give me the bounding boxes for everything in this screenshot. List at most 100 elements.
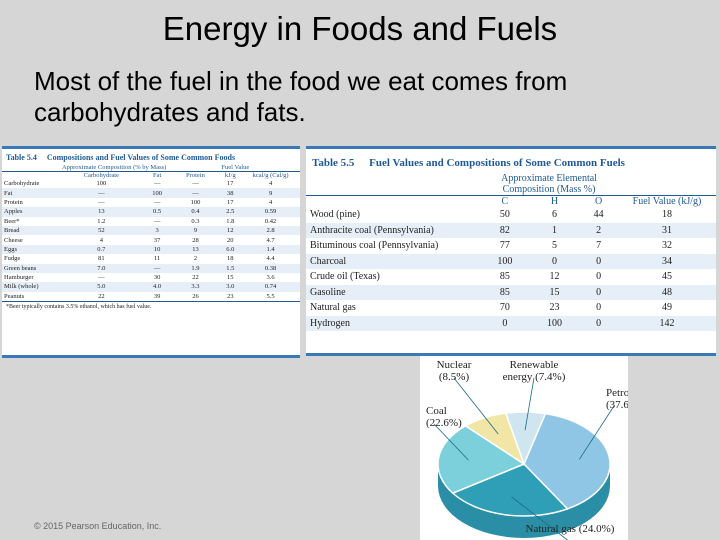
table-row: Apples 13 0.5 0.4 2.5 0.59 [2,207,300,217]
row-label: Charcoal [306,253,481,269]
row-label: Eggs [2,244,60,255]
table-cell: 0.59 [241,207,300,217]
table-cell: 1.2 [97,217,106,225]
table-row: Cheese 4 37 28 20 4.7 [2,235,300,244]
table-cell: — [192,180,199,188]
table-cell: 0.42 [264,217,277,225]
table-cell: 23 [227,292,234,300]
table-5-4-grid: Approximate Composition (% by Mass) Fuel… [2,164,300,301]
table-cell: 3.3 [171,282,220,292]
pie-label-nuclear: Nuclear (8.5%) [437,359,472,383]
table-cell: 22 [192,274,199,282]
table-cell: 9 [171,225,220,236]
table-cell: 4.4 [266,255,275,263]
table-row: Carbohydrate 100 — — 17 4 [2,179,300,188]
table-cell: 37 [153,236,161,244]
table-5-4-group-fuel: Fuel Value [219,164,300,172]
table-row: Crude oil (Texas) 85 12 0 45 [306,269,716,285]
slide-body-text: Most of the fuel in the food we eat come… [34,66,568,127]
slide-title: Energy in Foods and Fuels [162,10,558,47]
table-cell: 17 [227,180,234,188]
row-label: Natural gas [310,302,356,314]
table-row: Bread 52 3 9 12 2.8 [2,225,300,236]
t55-col-header: C [501,196,509,207]
pie-leader-line [511,496,569,540]
table-cell: — [142,263,172,273]
table-cell: 45 [662,271,672,283]
table-cell: 18 [662,209,672,221]
t54-col-header: kcal/g (Cal/g) [252,172,289,179]
table-cell: 10 [142,244,172,255]
table-row: Green beans 7.0—1.9 1.5 0.38 [2,263,300,273]
row-label: Hydrogen [306,315,481,331]
table-cell: 142 [618,315,716,331]
table-cell: 50 [499,209,510,221]
table-cell: 1.9 [171,263,220,273]
energy-sources-pie-chart: Petroleum(37.6%) Natural gas (24.0%) Coal(… [420,356,628,540]
table-cell: 49 [662,302,672,314]
pie-leader-line [433,423,469,461]
table-cell: 0.7 [59,244,143,255]
row-label: Wood (pine) [310,209,361,221]
table-row: Protein — — 100 17 4 [2,198,300,207]
pie-label-petroleum: Petroleum(37.6%) [606,387,628,411]
table-cell: 0 [596,302,602,314]
table-cell: 5.0 [59,282,143,292]
table-cell: 81 [98,255,105,263]
table-cell: 34 [618,253,716,269]
table-cell: 0 [480,315,530,331]
table-row: Gasoline 85 15 0 48 [306,284,716,300]
table-cell: 1.4 [241,244,300,255]
row-label: Milk (whole) [2,282,60,292]
table-cell: 6 [551,209,557,221]
table-cell: 100 [96,180,107,188]
table-cell: 28 [192,236,199,244]
table-cell: 2 [579,222,618,238]
row-label: Fat [2,188,60,198]
pie-slice-coal [437,424,526,494]
t54-col-header: Protein [186,172,205,179]
row-label: Protein [4,198,23,206]
table-cell: 17 [227,198,234,206]
row-label: Hamburger [4,274,34,282]
row-label: Bread [2,225,60,236]
table-cell: 0 [579,253,618,269]
table-cell: 0 [579,284,618,300]
table-cell: 48 [618,284,716,300]
table-cell: 5 [551,240,557,252]
table-row: Hydrogen 0 100 0 142 [306,315,716,331]
table-row: Wood (pine) 50 6 44 18 [306,207,716,223]
table-5-4-group-composition: Approximate Composition (% by Mass) [59,164,220,172]
table-cell: 0 [529,253,580,269]
table-5-5: Table 5.5 Fuel Values and Compositions o… [306,146,716,356]
table-cell: 44 [593,209,604,221]
table-5-5-caption: Table 5.5 Fuel Values and Compositions o… [306,149,716,173]
row-label: Anthracite coal (Pennsylvania) [306,222,481,238]
t55-col-header: O [594,196,603,207]
row-label: Bituminous coal (Pennsylvania) [310,240,439,252]
t54-col-header [2,172,60,180]
table-cell: — [153,180,161,188]
row-label: Cheese [4,236,23,244]
table-5-5-grid: Approximate Elemental Composition (Mass … [306,173,716,331]
pie-label-natural-gas: Natural gas (24.0%) [526,523,615,535]
table-row: Hamburger — 30 22 15 3.6 [2,273,300,282]
table-5-4-number: Table 5.4 [6,153,37,162]
pie-label-renewable-energy: Renewable energy (7.4%) [503,359,566,383]
table-cell: 39 [153,292,161,300]
table-cell: 1 [529,222,580,238]
t55-col-header: H [550,196,559,207]
table-5-5-group-composition: Approximate Elemental Composition (Mass … [480,173,618,196]
table-cell: 4 [268,198,273,206]
table-cell: 2.5 [219,207,242,217]
t55-col-header: Fuel Value (kJ/g) [632,196,702,207]
table-5-4-caption: Table 5.4 Compositions and Fuel Values o… [2,149,300,164]
t55-col-header [306,196,480,208]
table-cell: 3.0 [219,282,242,292]
table-5-4-title: Compositions and Fuel Values of Some Com… [46,153,236,162]
table-cell: 22 [98,292,105,300]
table-cell: 13 [59,207,143,217]
table-cell: 7 [596,240,602,252]
table-cell: 26 [192,292,199,300]
table-cell: 0.5 [142,207,172,217]
